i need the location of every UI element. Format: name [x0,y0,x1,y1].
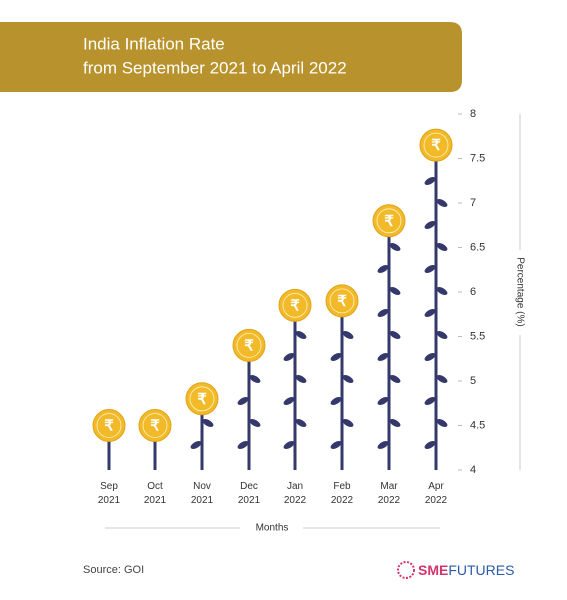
leaf [377,441,389,449]
x-tick-label: Mar 2022 [377,481,401,506]
coin-symbol: ₹ [384,213,394,230]
chart-title: India Inflation Rate [83,34,225,53]
x-tick-label: Apr 2022 [424,481,448,506]
leaf [436,287,448,295]
leaf [295,331,307,339]
leaf [389,419,401,427]
x-axis-label: Months [256,523,289,534]
leaf [389,243,401,251]
leaf [377,397,389,405]
leaf [424,265,436,273]
y-axis-label: Percentage (%) [514,257,525,326]
leaf [436,199,448,207]
y-tick-label: 5 [470,375,476,387]
leaf [436,419,448,427]
brand-icon [397,561,415,579]
coin [419,128,453,162]
coin [92,409,126,442]
leaf [190,441,202,449]
leaf [424,177,436,185]
coin-rim [189,386,215,412]
y-tick-label: 5.5 [470,330,485,342]
y-tick-label: 7.5 [470,152,485,164]
coin [372,204,406,238]
coin-rim [96,413,122,438]
leaf [389,331,401,339]
leaf [283,441,295,449]
leaf [295,375,307,383]
x-tick-label: Oct 2021 [143,481,167,506]
source: Source: GOI [83,564,144,576]
coin-symbol: ₹ [197,391,207,408]
leaf [389,287,401,295]
coin-rim [376,208,402,234]
leaf [424,441,436,449]
brand: SMEFUTURES [418,562,514,578]
chart-title: from September 2021 to April 2022 [83,58,347,77]
coin-rim [236,332,262,358]
x-tick-label: Sep 2021 [97,481,121,506]
coin [185,382,219,416]
leaf [342,375,354,383]
leaf [283,397,295,405]
coin-rim [282,292,308,318]
coin [325,284,359,318]
coin [138,409,172,442]
coin-symbol: ₹ [150,417,160,434]
leaf [436,331,448,339]
y-tick-label: 8 [470,108,476,120]
leaf [330,397,342,405]
leaf [436,375,448,383]
leaf [202,419,214,427]
coin [232,328,266,362]
leaf [377,353,389,361]
leaf [424,221,436,229]
leaf [424,353,436,361]
leaf [330,441,342,449]
leaf [249,375,261,383]
x-tick-label: Jan 2022 [283,481,307,506]
coin-symbol: ₹ [104,417,114,434]
leaf [342,331,354,339]
leaf [377,265,389,273]
leaf [389,375,401,383]
y-tick-label: 4.5 [470,419,485,431]
coin-symbol: ₹ [244,337,254,354]
title-banner [0,22,462,92]
leaf [330,353,342,361]
leaf [237,441,249,449]
leaf [436,243,448,251]
coin-symbol: ₹ [337,293,347,310]
y-tick-label: 7 [470,197,476,209]
y-tick-label: 6.5 [470,241,485,253]
brand-part: FUTURES [448,562,514,578]
leaf [342,419,354,427]
coin-symbol: ₹ [431,137,441,154]
leaf [424,397,436,405]
coin-rim [423,132,449,158]
leaf [249,419,261,427]
coin-rim [142,413,168,438]
leaf [283,353,295,361]
leaf [377,309,389,317]
coin-symbol: ₹ [290,297,300,314]
coin [278,288,312,322]
coin-rim [329,288,355,314]
y-tick-label: 4 [470,464,476,476]
brand-part: SME [418,562,448,578]
leaf [295,419,307,427]
leaf [237,397,249,405]
leaf [424,309,436,317]
x-tick-label: Nov 2021 [190,481,214,506]
y-tick-label: 6 [470,286,476,298]
x-tick-label: Dec 2021 [237,481,261,506]
x-tick-label: Feb 2022 [330,481,354,506]
